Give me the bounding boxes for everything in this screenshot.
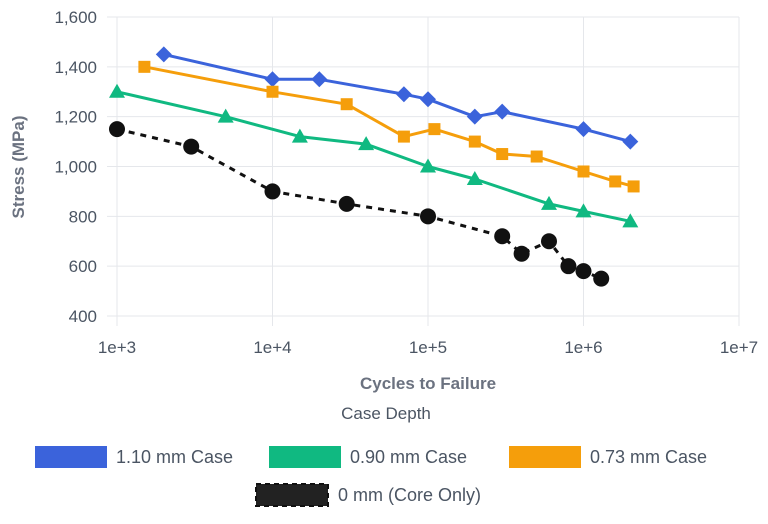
data-point — [513, 245, 530, 262]
series-0-73-mm-case — [138, 60, 640, 193]
data-point — [530, 150, 543, 163]
data-point — [109, 83, 125, 98]
legend-title: Case Depth — [341, 404, 431, 423]
data-point — [466, 170, 483, 185]
data-point — [593, 270, 610, 287]
data-point — [338, 195, 355, 212]
data-point — [264, 183, 281, 200]
data-point — [622, 133, 639, 150]
legend-swatch — [35, 446, 107, 468]
data-point — [264, 71, 281, 88]
data-point — [496, 148, 509, 161]
series-layer — [109, 46, 640, 287]
legend-item-0-mm-core-only: 0 mm (Core Only) — [255, 483, 481, 507]
data-point — [575, 121, 592, 138]
y-tick-label: 600 — [69, 257, 97, 276]
data-point — [622, 213, 639, 228]
legend-item-0-90-mm-case: 0.90 mm Case — [269, 446, 467, 468]
x-axis-title: Cycles to Failure — [360, 374, 496, 393]
data-point — [575, 263, 592, 280]
x-tick-label: 1e+4 — [253, 338, 291, 357]
data-point — [420, 91, 436, 108]
y-tick-labels: 400 600 800 1,000 1,200 1,400 1,600 — [54, 8, 97, 326]
series-0-mm-core-only — [109, 121, 610, 287]
data-point — [541, 195, 558, 210]
data-point — [155, 46, 172, 63]
data-point — [291, 128, 308, 143]
data-point — [466, 108, 483, 125]
data-point — [560, 258, 577, 275]
legend-item-0-73-mm-case: 0.73 mm Case — [509, 446, 707, 468]
legend-label: 1.10 mm Case — [116, 447, 233, 467]
x-tick-labels: 1e+3 1e+4 1e+5 1e+6 1e+7 — [98, 338, 758, 357]
legend-label: 0.90 mm Case — [350, 447, 467, 467]
data-point — [109, 121, 125, 138]
data-point — [138, 60, 151, 73]
series-1-10-mm-case — [155, 46, 639, 150]
series-line — [144, 65, 634, 188]
data-point — [397, 130, 410, 143]
data-point — [217, 108, 234, 123]
data-point — [541, 233, 558, 250]
legend-item-1-10-mm-case: 1.10 mm Case — [35, 446, 233, 468]
data-point — [575, 203, 592, 218]
series-line — [116, 90, 631, 223]
y-axis-title: Stress (MPa) — [9, 116, 28, 219]
data-point — [420, 158, 436, 173]
data-point — [395, 86, 412, 103]
legend-swatch — [509, 446, 581, 468]
data-point — [340, 98, 353, 111]
data-point — [266, 85, 279, 98]
x-tick-label: 1e+7 — [720, 338, 758, 357]
data-point — [627, 180, 640, 193]
legend-swatch — [255, 483, 329, 507]
legend: 1.10 mm Case 0.90 mm Case 0.73 mm Case 0 mm… — [35, 446, 707, 507]
x-tick-label: 1e+5 — [409, 338, 447, 357]
data-point — [494, 103, 511, 120]
y-tick-label: 1,400 — [54, 58, 97, 77]
y-tick-label: 1,200 — [54, 108, 97, 127]
data-point — [420, 208, 436, 225]
y-tick-label: 1,000 — [54, 158, 97, 177]
series-line — [163, 52, 631, 144]
y-tick-label: 800 — [69, 207, 97, 226]
data-point — [358, 136, 375, 151]
data-point — [183, 138, 200, 155]
legend-label: 0.73 mm Case — [590, 447, 707, 467]
x-tick-label: 1e+6 — [564, 338, 602, 357]
x-tick-label: 1e+3 — [98, 338, 136, 357]
series-0-90-mm-case — [109, 83, 639, 228]
data-point — [577, 165, 590, 178]
legend-label: 0 mm (Core Only) — [338, 485, 481, 505]
y-tick-label: 1,600 — [54, 8, 97, 27]
data-point — [609, 175, 622, 188]
data-point — [468, 135, 481, 148]
y-tick-label: 400 — [69, 307, 97, 326]
legend-swatch — [269, 446, 341, 468]
data-point — [311, 71, 328, 88]
data-point — [428, 123, 441, 136]
data-point — [494, 228, 511, 245]
